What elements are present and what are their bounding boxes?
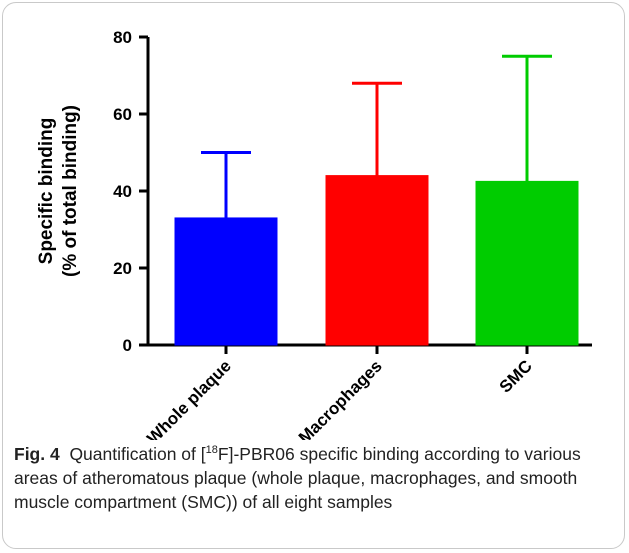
y-axis-label-line2: (% of total binding) [60,105,81,277]
y-tick-label: 80 [113,28,132,47]
x-category-label: SMC [496,356,536,396]
bar-macrophages [325,175,429,346]
bar-chart: 0 20 40 60 80 Specific binding (% of total bin… [36,28,592,440]
chart-labels: 0 20 40 60 80 Specific binding (% of total bin… [36,28,536,440]
caption-text-after: F]-PBR06 specific binding according to v… [14,444,581,512]
y-tick-label: 0 [123,336,132,355]
y-tick-label: 40 [113,182,132,201]
x-category-label: Macrophages [295,356,386,440]
bar-smc [475,180,579,346]
y-tick-label: 20 [113,259,132,278]
figure-label: Fig. 4 [14,444,60,464]
x-category-label: Whole plaque [143,356,235,440]
figure-caption: Fig. 4 Quantification of [18F]-PBR06 spe… [14,442,614,514]
caption-superscript: 18 [205,444,218,457]
caption-text-before: Quantification of [ [69,444,206,464]
y-axis-label-line1: Specific binding [36,118,57,265]
y-tick-label: 60 [113,105,132,124]
chart-bars [174,54,579,346]
bar-whole-plaque [174,217,278,346]
